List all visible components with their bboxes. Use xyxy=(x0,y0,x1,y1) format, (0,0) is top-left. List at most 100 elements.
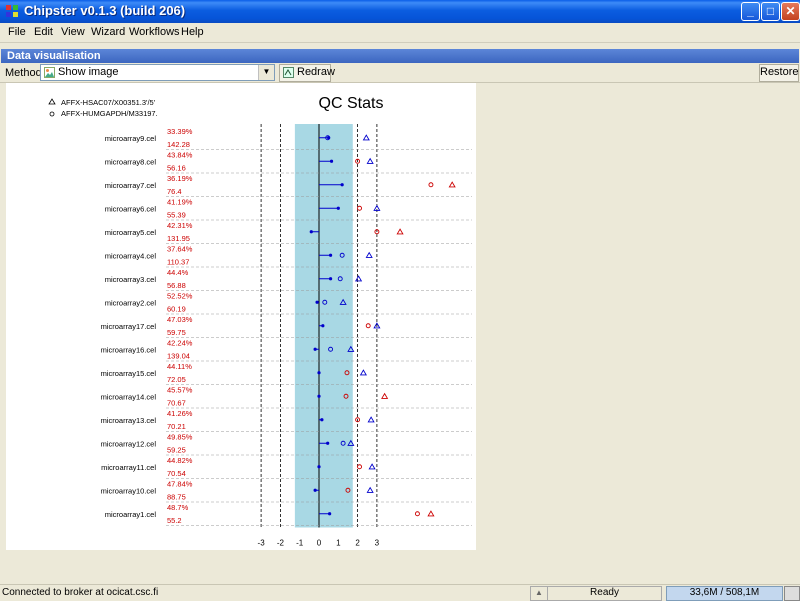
background-value-label: 56.88 xyxy=(167,281,186,290)
background-value-label: 72.05 xyxy=(167,375,186,384)
actin-ratio-point xyxy=(339,298,347,305)
actin-ratio-point xyxy=(347,345,355,352)
x-tick-label: 0 xyxy=(317,539,322,548)
present-percent-label: 44.11% xyxy=(167,362,192,371)
gapdh-ratio-point xyxy=(325,135,331,141)
x-tick-label: 2 xyxy=(355,539,360,548)
background-value-label: 55.39 xyxy=(167,210,186,219)
title-bar[interactable]: Chipster v0.1.3 (build 206) _ □ ✕ xyxy=(0,0,800,23)
actin-ratio-point xyxy=(347,439,355,446)
background-value-label: 76.4 xyxy=(167,187,182,196)
background-value-label: 55.2 xyxy=(167,516,182,525)
redraw-label: Redraw xyxy=(297,66,335,78)
array-name-label: microarray2.cel xyxy=(105,298,157,307)
gapdh-ratio-point xyxy=(340,440,346,446)
array-name-label: microarray11.cel xyxy=(101,463,156,472)
background-value-label: 59.75 xyxy=(167,328,186,337)
x-tick-label: -1 xyxy=(296,539,304,548)
scale-factor-point xyxy=(317,371,321,375)
scale-factor-point xyxy=(313,488,317,492)
plot-image: QC Stats AFFX-HSAC07/X00351.3'/5' AFFX-H… xyxy=(6,83,476,550)
scale-factor-point xyxy=(328,253,333,257)
array-name-label: microarray12.cel xyxy=(101,439,157,448)
legend-label-2: AFFX-HUMGAPDH/M33197. xyxy=(61,109,158,118)
array-name-label: microarray5.cel xyxy=(105,228,157,237)
status-bar: Connected to broker at ocicat.csc.fi ▲ R… xyxy=(0,584,800,601)
gapdh-ratio-point xyxy=(322,299,328,305)
scale-factor-point xyxy=(336,206,340,210)
present-percent-label: 42.24% xyxy=(167,338,193,347)
present-percent-label: 52.52% xyxy=(167,291,193,300)
array-name-label: microarray1.cel xyxy=(105,510,157,519)
close-button[interactable]: ✕ xyxy=(781,2,800,21)
method-select-value: Show image xyxy=(58,66,119,78)
background-value-label: 70.21 xyxy=(167,422,186,431)
present-percent-label: 47.03% xyxy=(167,315,193,324)
array-name-label: microarray6.cel xyxy=(105,204,157,213)
background-value-label: 56.16 xyxy=(167,163,186,172)
gapdh-ratio-point xyxy=(339,252,345,258)
restore-button[interactable]: Restore xyxy=(759,64,799,82)
actin-ratio-point xyxy=(365,251,373,258)
gapdh-ratio-point xyxy=(374,229,380,235)
background-value-label: 88.75 xyxy=(167,492,186,501)
present-percent-label: 36.19% xyxy=(167,174,193,183)
scale-factor-point xyxy=(340,183,344,187)
gapdh-ratio-point xyxy=(428,182,434,188)
actin-ratio-point xyxy=(373,204,381,211)
actin-ratio-point xyxy=(367,416,375,423)
array-name-label: microarray14.cel xyxy=(101,392,157,401)
warning-icon[interactable]: ▲ xyxy=(530,586,548,601)
actin-ratio-point xyxy=(359,369,367,376)
array-name-label: microarray8.cel xyxy=(105,157,157,166)
scale-factor-point xyxy=(317,394,321,398)
image-icon xyxy=(44,67,55,78)
menu-file[interactable]: File xyxy=(8,26,26,38)
chevron-down-icon[interactable]: ▼ xyxy=(258,65,274,80)
method-select[interactable]: Show image ▼ xyxy=(40,64,275,81)
background-value-label: 142.28 xyxy=(167,140,190,149)
present-percent-label: 42.31% xyxy=(167,221,193,230)
scale-factor-point xyxy=(309,230,313,234)
qc-stats-chart: QC Stats AFFX-HSAC07/X00351.3'/5' AFFX-H… xyxy=(48,95,472,548)
array-name-label: microarray16.cel xyxy=(101,345,157,354)
present-percent-label: 44.4% xyxy=(167,268,189,277)
array-name-label: microarray10.cel xyxy=(101,486,157,495)
x-tick-label: -2 xyxy=(277,539,285,548)
chart-title: QC Stats xyxy=(319,95,384,112)
actin-ratio-point xyxy=(366,486,374,493)
present-percent-label: 43.84% xyxy=(167,150,193,159)
array-name-label: microarray9.cel xyxy=(105,134,157,143)
menu-help[interactable]: Help xyxy=(181,26,204,38)
minimize-button[interactable]: _ xyxy=(741,2,760,21)
array-name-label: microarray7.cel xyxy=(105,181,157,190)
gapdh-ratio-point xyxy=(343,393,349,399)
menu-edit[interactable]: Edit xyxy=(34,26,53,38)
maximize-button[interactable]: □ xyxy=(761,2,780,21)
menu-wizard[interactable]: Wizard xyxy=(91,26,126,38)
present-percent-label: 33.39% xyxy=(167,127,193,136)
scale-factor-point xyxy=(317,465,321,469)
x-tick-label: 1 xyxy=(336,539,341,548)
menu-view[interactable]: View xyxy=(61,26,85,38)
memory-indicator[interactable]: 33,6M / 508,1M xyxy=(666,586,783,601)
gapdh-ratio-point xyxy=(355,417,361,423)
gapdh-ratio-point xyxy=(345,487,351,493)
visualisation-toolbar: Method: Show image ▼ Redraw Restore xyxy=(0,63,800,83)
background-value-label: 59.25 xyxy=(167,445,186,454)
legend-label-1: AFFX-HSAC07/X00351.3'/5' xyxy=(61,98,156,107)
garbage-collect-icon[interactable] xyxy=(784,586,800,601)
present-percent-label: 37.64% xyxy=(167,244,193,253)
present-percent-label: 44.82% xyxy=(167,456,193,465)
visualisation-area: QC Stats AFFX-HSAC07/X00351.3'/5' AFFX-H… xyxy=(1,83,799,583)
legend-circle-marker xyxy=(49,111,55,117)
gapdh-ratio-point xyxy=(365,323,371,329)
gapdh-ratio-point xyxy=(357,464,362,470)
menu-workflows[interactable]: Workflows xyxy=(129,26,180,38)
actin-ratio-point xyxy=(448,181,456,188)
array-name-label: microarray17.cel xyxy=(101,322,157,331)
present-percent-label: 41.19% xyxy=(167,197,193,206)
redraw-button[interactable]: Redraw xyxy=(279,64,335,82)
background-value-label: 131.95 xyxy=(167,234,190,243)
app-icon xyxy=(6,5,18,17)
